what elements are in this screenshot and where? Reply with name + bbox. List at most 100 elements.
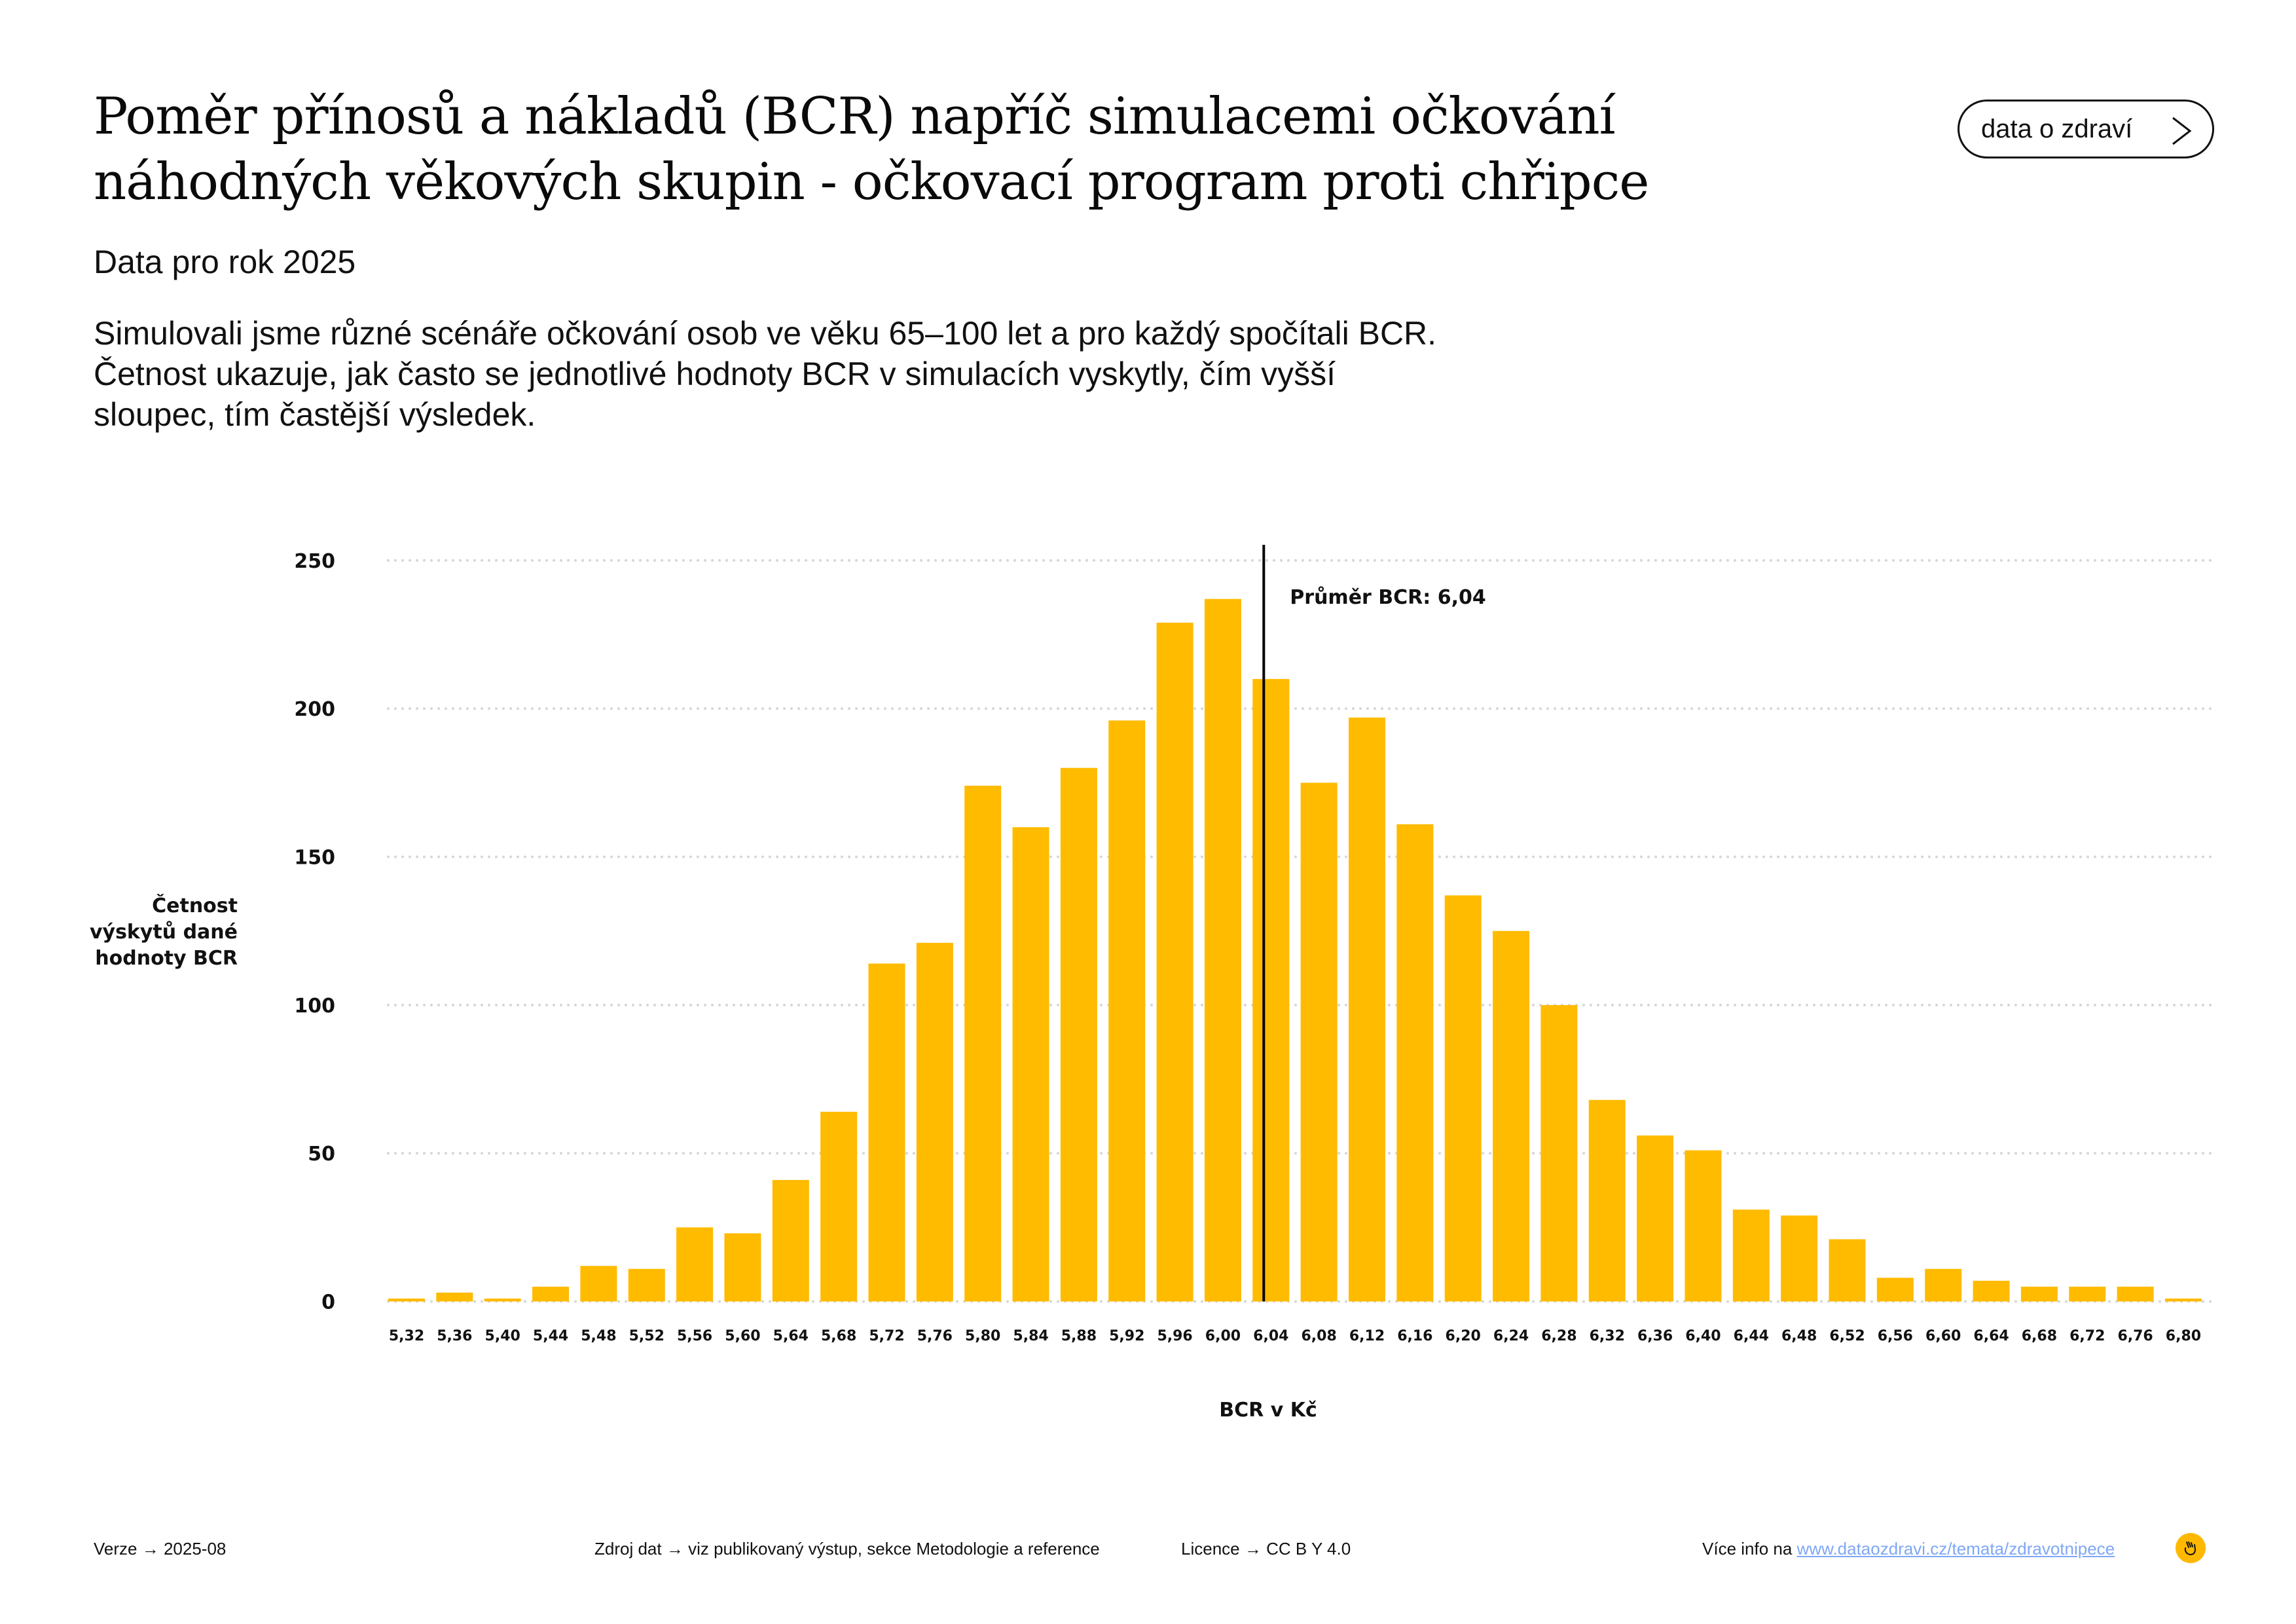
x-tick-label: 6,60 xyxy=(1925,1328,1961,1344)
x-tick-label: 5,40 xyxy=(485,1328,520,1344)
bar-6,28 xyxy=(1540,1005,1578,1302)
bar-5,84 xyxy=(1012,827,1049,1302)
x-tick-label: 6,28 xyxy=(1541,1328,1576,1344)
x-tick-label: 5,80 xyxy=(965,1328,1000,1344)
x-tick-label: 5,36 xyxy=(437,1328,472,1344)
y-axis-title-line-1: Četnost xyxy=(152,893,238,917)
y-axis-title-line-2: výskytů dané xyxy=(90,920,238,944)
bar-6,80 xyxy=(2164,1298,2202,1302)
y-tick-label: 250 xyxy=(294,550,335,573)
bar-5,32 xyxy=(388,1298,425,1302)
x-tick-label: 5,92 xyxy=(1109,1328,1144,1344)
bar-6,20 xyxy=(1444,895,1482,1302)
x-tick-label: 5,60 xyxy=(725,1328,760,1344)
license-value: CC B Y 4.0 xyxy=(1266,1539,1351,1559)
footer-source: Zdroj dat → viz publikovaný výstup, sekc… xyxy=(594,1539,1100,1559)
bar-5,64 xyxy=(772,1179,809,1302)
x-tick-label: 6,08 xyxy=(1302,1328,1337,1344)
bar-6,32 xyxy=(1588,1099,1626,1302)
description-line-2: Četnost ukazuje, jak často se jednotlivé… xyxy=(94,356,1336,392)
bar-6,64 xyxy=(1973,1280,2010,1302)
chevron-right-icon xyxy=(2172,117,2192,145)
y-tick-label: 100 xyxy=(294,995,335,1018)
description-line-3: sloupec, tím častější výsledek. xyxy=(94,396,536,433)
x-axis-title: BCR v Kč xyxy=(1219,1399,1317,1422)
source-value: viz publikovaný výstup, sekce Metodologi… xyxy=(688,1539,1100,1559)
bar-5,80 xyxy=(964,785,1002,1302)
data-o-zdravi-button[interactable]: data o zdraví xyxy=(1958,100,2214,158)
license-label: Licence xyxy=(1181,1539,1240,1559)
y-tick-label: 0 xyxy=(321,1291,335,1314)
x-tick-label: 6,72 xyxy=(2069,1328,2105,1344)
x-tick-label: 5,68 xyxy=(821,1328,856,1344)
x-axis-ticks: 5,32 5,36 5,40 5,44 5,48 5,52 5,56 5,60 5,64 5,68… xyxy=(389,1328,2201,1344)
bar-6,36 xyxy=(1637,1135,1674,1302)
x-tick-label: 6,12 xyxy=(1349,1328,1385,1344)
bar-6,16 xyxy=(1396,824,1434,1302)
bar-5,60 xyxy=(724,1233,761,1302)
description: Simulovali jsme různé scénáře očkování o… xyxy=(94,313,1698,435)
x-tick-label: 6,00 xyxy=(1205,1328,1241,1344)
x-tick-label: 5,44 xyxy=(533,1328,568,1344)
more-info-label: Více info na xyxy=(1702,1539,1793,1559)
x-tick-label: 6,40 xyxy=(1685,1328,1721,1344)
bar-6,08 xyxy=(1300,783,1338,1302)
x-tick-label: 6,44 xyxy=(1734,1328,1769,1344)
more-info-link[interactable]: www.dataozdravi.cz/temata/zdravotnipece xyxy=(1796,1539,2115,1559)
x-tick-label: 6,52 xyxy=(1829,1328,1865,1344)
y-axis-title-line-3: hodnoty BCR xyxy=(95,947,238,970)
bar-5,56 xyxy=(676,1227,714,1302)
x-tick-label: 6,16 xyxy=(1397,1328,1432,1344)
subtitle: Data pro rok 2025 xyxy=(94,244,356,280)
bar-6,52 xyxy=(1829,1239,1866,1302)
title-line-2: náhodných věkových skupin - očkovací pro… xyxy=(94,153,1649,212)
arrow-icon: → xyxy=(1244,1539,1262,1559)
footer-license: Licence → CC B Y 4.0 xyxy=(1181,1539,1351,1559)
bar-5,40 xyxy=(484,1298,521,1302)
x-tick-label: 6,48 xyxy=(1781,1328,1817,1344)
bar-6,72 xyxy=(2069,1286,2106,1302)
x-tick-label: 5,76 xyxy=(917,1328,953,1344)
description-line-1: Simulovali jsme různé scénáře očkování o… xyxy=(94,315,1437,352)
hand-glyph-icon xyxy=(2184,1541,2196,1556)
bar-6,68 xyxy=(2020,1286,2058,1302)
version-value: 2025-08 xyxy=(163,1539,227,1559)
y-tick-label: 150 xyxy=(294,846,335,869)
bar-6,00 xyxy=(1204,599,1241,1302)
x-tick-label: 6,20 xyxy=(1446,1328,1481,1344)
x-tick-label: 5,96 xyxy=(1157,1328,1192,1344)
bar-5,48 xyxy=(580,1266,617,1302)
x-tick-label: 6,36 xyxy=(1637,1328,1673,1344)
x-tick-label: 6,04 xyxy=(1253,1328,1288,1344)
x-tick-label: 5,84 xyxy=(1013,1328,1048,1344)
x-tick-label: 5,88 xyxy=(1061,1328,1097,1344)
source-label: Zdroj dat xyxy=(594,1539,662,1559)
bar-5,68 xyxy=(820,1111,858,1302)
bar-5,88 xyxy=(1060,767,1097,1302)
page-title: Poměr přínosů a nákladů (BCR) napříč sim… xyxy=(94,84,1796,215)
bar-5,76 xyxy=(916,942,953,1302)
x-tick-label: 6,24 xyxy=(1493,1328,1529,1344)
x-tick-label: 5,32 xyxy=(389,1328,424,1344)
data-o-zdravi-label: data o zdraví xyxy=(1981,114,2133,143)
bar-5,52 xyxy=(628,1268,665,1302)
x-tick-label: 6,68 xyxy=(2022,1328,2057,1344)
bar-6,04 xyxy=(1252,678,1290,1302)
bar-5,92 xyxy=(1108,720,1146,1302)
bars xyxy=(388,599,2202,1302)
bar-6,48 xyxy=(1781,1215,1818,1302)
hand-logo-icon[interactable] xyxy=(2176,1533,2206,1563)
bar-5,36 xyxy=(436,1292,473,1302)
arrow-icon: → xyxy=(141,1539,159,1559)
bar-5,72 xyxy=(868,963,905,1302)
version-label: Verze xyxy=(94,1539,137,1559)
bar-6,24 xyxy=(1493,931,1530,1302)
y-tick-label: 50 xyxy=(308,1143,335,1166)
bar-6,76 xyxy=(2117,1286,2154,1302)
bar-6,60 xyxy=(1925,1268,1962,1302)
mean-bcr-label: Průměr BCR: 6,04 xyxy=(1290,585,1485,609)
x-tick-label: 6,80 xyxy=(2166,1328,2201,1344)
x-tick-label: 6,32 xyxy=(1590,1328,1625,1344)
y-tick-label: 200 xyxy=(294,698,335,721)
